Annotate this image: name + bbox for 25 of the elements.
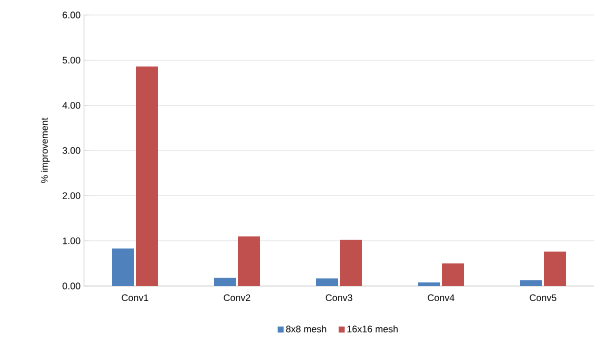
y-tick-label: 4.00 bbox=[62, 102, 80, 109]
y-tick-label: 3.00 bbox=[62, 147, 80, 154]
legend-label: 16x16 mesh bbox=[347, 325, 398, 332]
legend-label: 8x8 mesh bbox=[286, 325, 326, 332]
bar bbox=[316, 278, 338, 286]
x-tick-label: Conv1 bbox=[122, 294, 148, 302]
x-tick-label: Conv4 bbox=[428, 294, 454, 302]
y-tick-label: 6.00 bbox=[62, 12, 80, 18]
bar bbox=[520, 280, 542, 286]
y-axis-title: % improvement bbox=[40, 118, 50, 184]
y-tick-label: 0.00 bbox=[62, 282, 80, 290]
x-tick-label: Conv2 bbox=[224, 294, 250, 302]
x-tick-label: Conv3 bbox=[326, 294, 352, 302]
bar bbox=[544, 252, 566, 286]
y-tick-label: 2.00 bbox=[62, 192, 80, 200]
bar bbox=[136, 66, 158, 286]
bar bbox=[418, 282, 440, 286]
bar bbox=[442, 263, 464, 286]
x-tick-label: Conv5 bbox=[530, 294, 556, 302]
bar bbox=[340, 240, 362, 286]
bar bbox=[238, 236, 260, 286]
y-tick-label: 5.00 bbox=[62, 56, 80, 64]
bar bbox=[112, 248, 134, 286]
y-tick-label: 1.00 bbox=[62, 237, 80, 244]
bar bbox=[214, 278, 236, 286]
